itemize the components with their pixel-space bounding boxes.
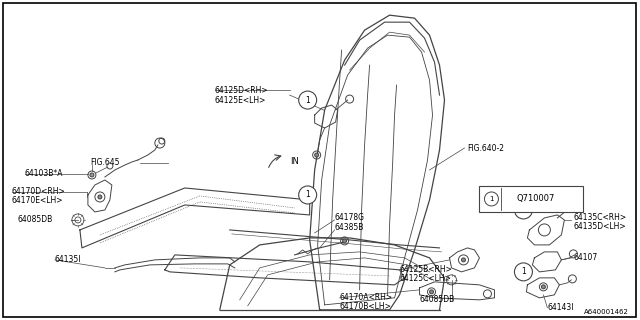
Circle shape [541,285,545,289]
Circle shape [342,239,347,243]
Text: 1: 1 [305,190,310,199]
Text: 64085DB: 64085DB [420,295,455,304]
Text: 64125D<RH>: 64125D<RH> [215,85,268,95]
Text: 64107: 64107 [573,253,598,262]
Circle shape [98,195,102,199]
Text: 1: 1 [521,268,526,276]
Circle shape [299,186,317,204]
Text: 64135C<RH>: 64135C<RH> [573,213,627,222]
Circle shape [315,153,319,157]
Text: 64085DB: 64085DB [18,215,53,224]
Text: FIG.645: FIG.645 [90,158,120,167]
Text: 64170B<LH>: 64170B<LH> [340,302,392,311]
Circle shape [429,290,433,294]
Circle shape [515,201,532,219]
FancyBboxPatch shape [479,186,583,212]
Text: FIG.640-2: FIG.640-2 [467,143,504,153]
Text: 64125B<RH>: 64125B<RH> [399,265,452,274]
Circle shape [515,263,532,281]
Text: 64143I: 64143I [547,303,574,312]
Text: 64385B: 64385B [335,223,364,232]
Text: 64125C<LH>: 64125C<LH> [399,274,451,284]
Text: 64170D<RH>: 64170D<RH> [12,188,66,196]
Text: 1: 1 [305,96,310,105]
Text: 64135I: 64135I [55,255,81,264]
Circle shape [90,173,94,177]
Text: 64170A<RH>: 64170A<RH> [340,293,393,302]
Text: IN: IN [290,157,298,166]
Text: 1: 1 [521,205,526,214]
Text: 64135D<LH>: 64135D<LH> [573,222,626,231]
Circle shape [461,258,465,262]
Text: 1: 1 [489,196,493,202]
Circle shape [299,91,317,109]
Text: 64103B*A: 64103B*A [25,170,63,179]
Text: 64178G: 64178G [335,213,365,222]
Circle shape [484,192,499,206]
Text: 64170E<LH>: 64170E<LH> [12,196,63,205]
Text: A640001462: A640001462 [584,309,629,315]
Text: 64125E<LH>: 64125E<LH> [215,96,266,105]
Text: Q710007: Q710007 [516,195,555,204]
